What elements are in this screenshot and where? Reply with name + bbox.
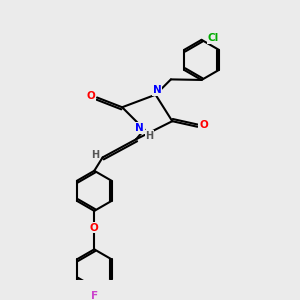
Text: N: N — [153, 85, 161, 95]
Text: O: O — [90, 223, 99, 232]
Text: Cl: Cl — [208, 33, 219, 43]
Text: H: H — [91, 150, 99, 160]
Text: O: O — [199, 120, 208, 130]
Text: H: H — [146, 131, 154, 141]
Text: O: O — [87, 91, 95, 101]
Text: N: N — [135, 123, 144, 133]
Text: F: F — [91, 291, 98, 300]
